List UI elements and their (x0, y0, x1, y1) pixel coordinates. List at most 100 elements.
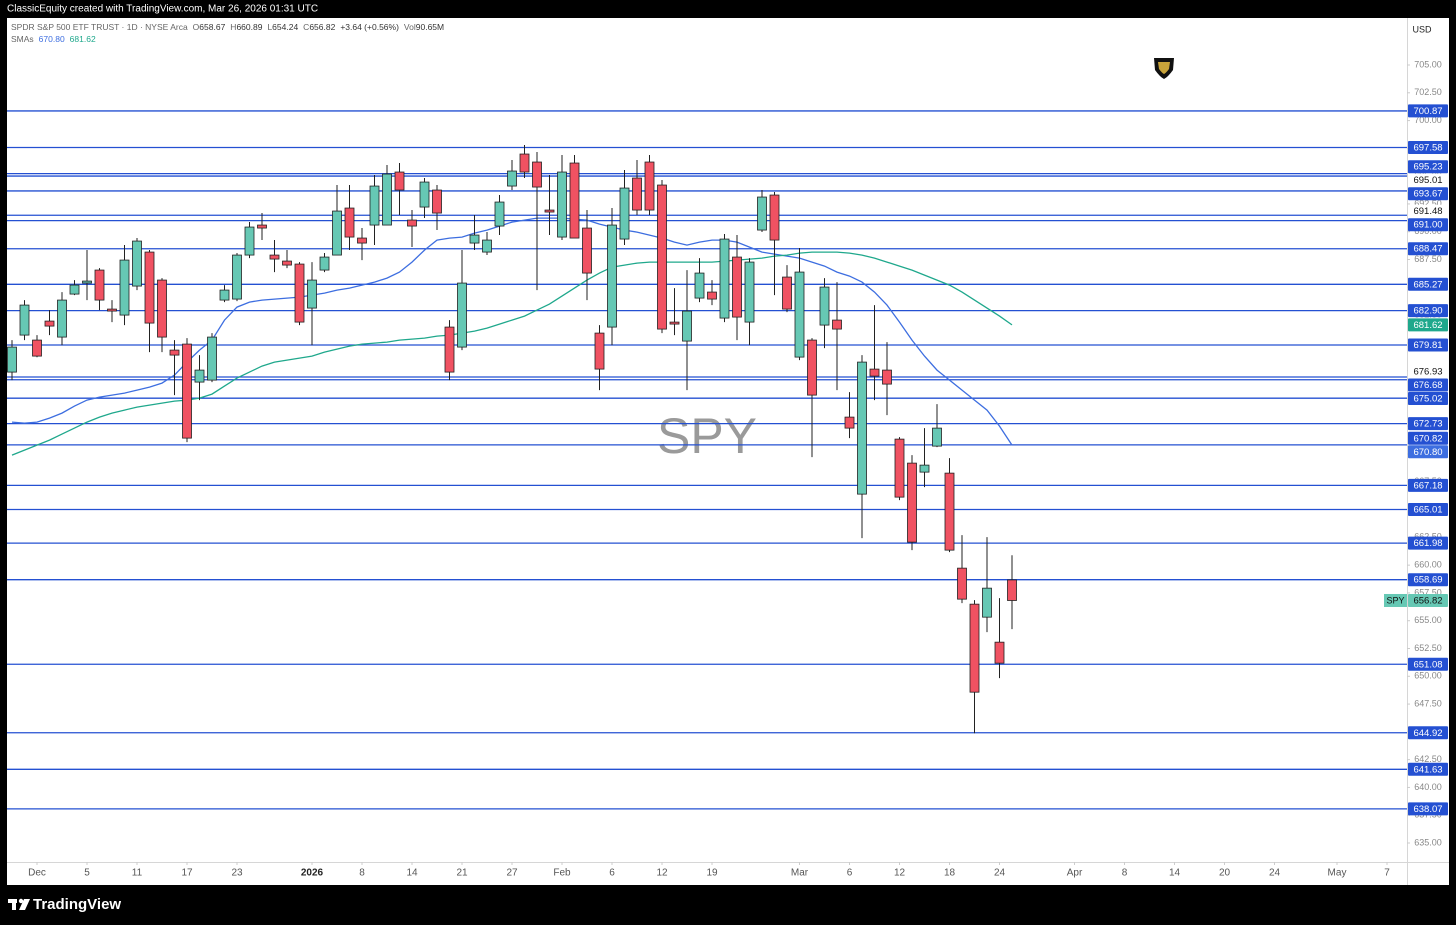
candle-body (594, 332, 605, 370)
y-tick-label: 640.00 (1414, 782, 1442, 792)
x-tick-label: 12 (656, 868, 668, 879)
level-label-box (1408, 160, 1448, 174)
level-label: 661.98 (1413, 538, 1442, 549)
level-label-box (1408, 726, 1448, 740)
level-label-box (1408, 187, 1448, 201)
candle-body (494, 201, 505, 227)
candle-body (644, 161, 655, 211)
legend-field-label: O (193, 22, 200, 32)
level-label: 672.73 (1413, 419, 1442, 430)
candle-body (182, 343, 192, 439)
candle-body (32, 339, 42, 357)
candle-body (907, 462, 917, 543)
legend-change: +3.64 (+0.56%) (340, 22, 399, 32)
candle-body (119, 259, 130, 316)
x-tick-label: 24 (1269, 868, 1281, 879)
candle-body (469, 234, 480, 244)
x-tick-label: 11 (132, 868, 143, 879)
level-label-box (1408, 173, 1448, 187)
level-label: 676.93 (1413, 367, 1442, 378)
y-tick-label: 655.00 (1414, 615, 1442, 625)
candle-body (369, 185, 380, 226)
plot (7, 110, 1407, 810)
candle-body (882, 369, 892, 385)
candle-body (69, 284, 80, 295)
legend-field-label: L (267, 22, 272, 32)
candle-body (682, 310, 692, 342)
footer-brand: TradingView (33, 896, 121, 913)
legend-title: SPDR S&P 500 ETF TRUST · 1D · NYSE Arca (11, 22, 188, 32)
level-label: 688.47 (1413, 244, 1442, 255)
symbol-tag: SPY (1386, 595, 1404, 605)
x-tick-label: 20 (1219, 868, 1231, 879)
level-label: 638.07 (1413, 804, 1442, 815)
level-label-box (1408, 104, 1448, 118)
x-tick-label: 18 (944, 868, 956, 879)
level-label-box (1408, 364, 1448, 378)
x-tick-label: 24 (994, 868, 1006, 879)
level-label: 675.02 (1413, 394, 1442, 405)
sma-axis-label-box (1408, 445, 1448, 459)
candle-body (769, 194, 780, 241)
candle-body (257, 224, 267, 229)
x-tick-label: 2026 (301, 868, 324, 879)
candle-body (557, 171, 567, 238)
candle-body (519, 153, 530, 173)
candle-body (157, 279, 167, 338)
candle-body (207, 336, 217, 381)
sma-axis-label: 670.80 (1413, 447, 1442, 458)
y-tick-label: 692.50 (1414, 198, 1442, 208)
level-label-box (1408, 140, 1448, 154)
level-label-box (1408, 218, 1448, 232)
level-label: 667.18 (1413, 480, 1442, 491)
level-label-box (1408, 338, 1448, 352)
candle-body (169, 349, 180, 356)
x-tick-label: Dec (28, 868, 46, 879)
candle-body (582, 227, 592, 274)
candle-body (794, 271, 805, 358)
candle-body (482, 239, 492, 253)
x-tick-label: 14 (1169, 868, 1181, 879)
x-tick-label: 6 (847, 868, 853, 879)
x-tick-label: 14 (406, 868, 418, 879)
candle-body (782, 276, 792, 310)
candle-body (419, 181, 430, 208)
candle-body (719, 238, 730, 319)
y-tick-label: 650.00 (1414, 671, 1442, 681)
level-label: 651.08 (1413, 659, 1442, 670)
watermark: SPY (657, 408, 757, 464)
candle-body (657, 184, 667, 330)
legend-field-label: H (230, 22, 236, 32)
footer-logo (8, 898, 30, 910)
chart-surface (7, 18, 1449, 885)
level-label-box (1408, 417, 1448, 431)
candle-body (132, 240, 142, 287)
candle-body (607, 224, 617, 328)
price-axis: 635.00637.50640.00642.50645.00647.50650.… (1384, 59, 1448, 847)
legend-field-value: 656.82 (309, 22, 335, 32)
candle-body (194, 369, 205, 383)
candle-body (544, 209, 555, 213)
level-label: 697.58 (1413, 142, 1442, 153)
candle-body (382, 173, 392, 226)
candle-body (344, 207, 355, 238)
legend-sma-value: 681.62 (70, 34, 96, 44)
legend-volume-label: Vol (404, 22, 416, 32)
candle-body (532, 161, 542, 188)
candle-body (669, 321, 680, 325)
level-label: 665.01 (1413, 504, 1442, 515)
candle-body (94, 269, 105, 301)
level-label-box (1408, 391, 1448, 405)
level-label: 682.90 (1413, 306, 1442, 317)
level-label-box (1408, 802, 1448, 816)
x-tick-label: 8 (359, 868, 365, 879)
sma-line (11, 251, 1013, 456)
symbol-tag-box (1384, 593, 1407, 607)
x-tick-label: 19 (706, 868, 718, 879)
candle-body (869, 368, 880, 377)
candle-body (394, 171, 405, 191)
candle-body (944, 472, 955, 551)
x-tick-label: 27 (506, 868, 518, 879)
x-tick-label: May (1328, 868, 1347, 879)
legend-field-value: 658.67 (199, 22, 225, 32)
